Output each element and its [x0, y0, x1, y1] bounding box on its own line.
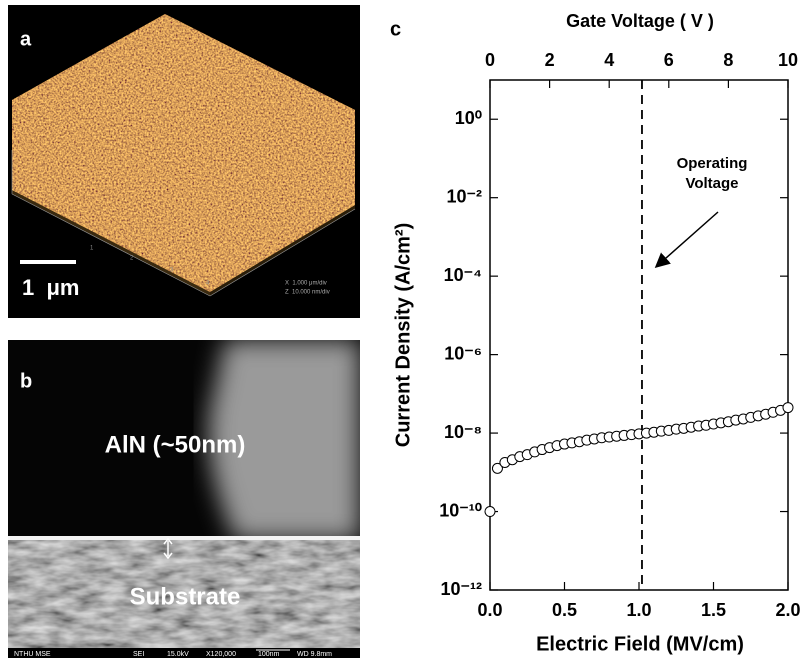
y-tick-label: 10⁻⁸	[444, 422, 482, 442]
sem-info: X120,000	[206, 651, 236, 658]
data-point	[485, 507, 495, 517]
x2-tick-label: 0	[485, 50, 495, 70]
x-tick-label: 1.5	[701, 600, 726, 620]
sem-info: NTHU MSE	[14, 651, 51, 658]
x2-axis-title: Gate Voltage ( V )	[566, 11, 714, 31]
annotation: Voltage	[685, 175, 738, 192]
x-tick-label: 2.0	[775, 600, 800, 620]
x-tick-label: 1.0	[626, 600, 651, 620]
sem-info: SEI	[133, 651, 144, 658]
x2-tick-label: 6	[664, 50, 674, 70]
afm-info: X 1.000 μm/div	[285, 281, 327, 287]
y-tick-label: 10⁻¹²	[440, 579, 482, 599]
sem-info: 100nm	[258, 651, 280, 658]
annotation-arrow	[657, 212, 718, 266]
panel-c: c Gate Voltage ( V ) Electric Field (MV/…	[390, 11, 801, 656]
scale-bar-label: 1 μm	[22, 275, 79, 300]
x-tick-label: 0.0	[477, 600, 502, 620]
layer-label: AlN (~50nm)	[105, 431, 246, 458]
x2-tick-label: 2	[545, 50, 555, 70]
sem-interface	[8, 536, 360, 540]
substrate-label: Substrate	[130, 583, 241, 610]
annotation: Operating	[677, 155, 748, 172]
x2-tick-label: 8	[723, 50, 733, 70]
figure: a 1 μm 1 2 3 4 X 1.000 μm/div Z 10.000 n…	[0, 0, 802, 661]
y-tick-label: 10⁻⁴	[444, 265, 482, 285]
panel-b: b AlN (~50nm) Substrate NTHU MSE SEI 15.…	[8, 340, 360, 658]
sem-info: 15.0kV	[167, 651, 189, 658]
panel-label: a	[20, 28, 32, 50]
y-tick-label: 10⁻²	[446, 186, 482, 206]
y-axis-title: Current Density (A/cm²)	[392, 223, 414, 447]
y-tick-label: 10⁻⁶	[444, 343, 482, 363]
y-tick-label: 10⁻¹⁰	[439, 500, 482, 520]
panel-label: b	[20, 370, 32, 392]
sem-info: WD 9.8mm	[297, 651, 332, 658]
y-tick-label: 10⁰	[455, 108, 482, 128]
panel-a: a 1 μm 1 2 3 4 X 1.000 μm/div Z 10.000 n…	[8, 5, 360, 318]
data-point	[783, 403, 793, 413]
x2-tick-label: 10	[778, 50, 798, 70]
x-axis-title: Electric Field (MV/cm)	[536, 633, 744, 655]
x-tick-label: 0.5	[552, 600, 577, 620]
panel-label: c	[390, 18, 401, 40]
x2-tick-label: 4	[604, 50, 614, 70]
afm-info: Z 10.000 nm/div	[285, 290, 330, 296]
